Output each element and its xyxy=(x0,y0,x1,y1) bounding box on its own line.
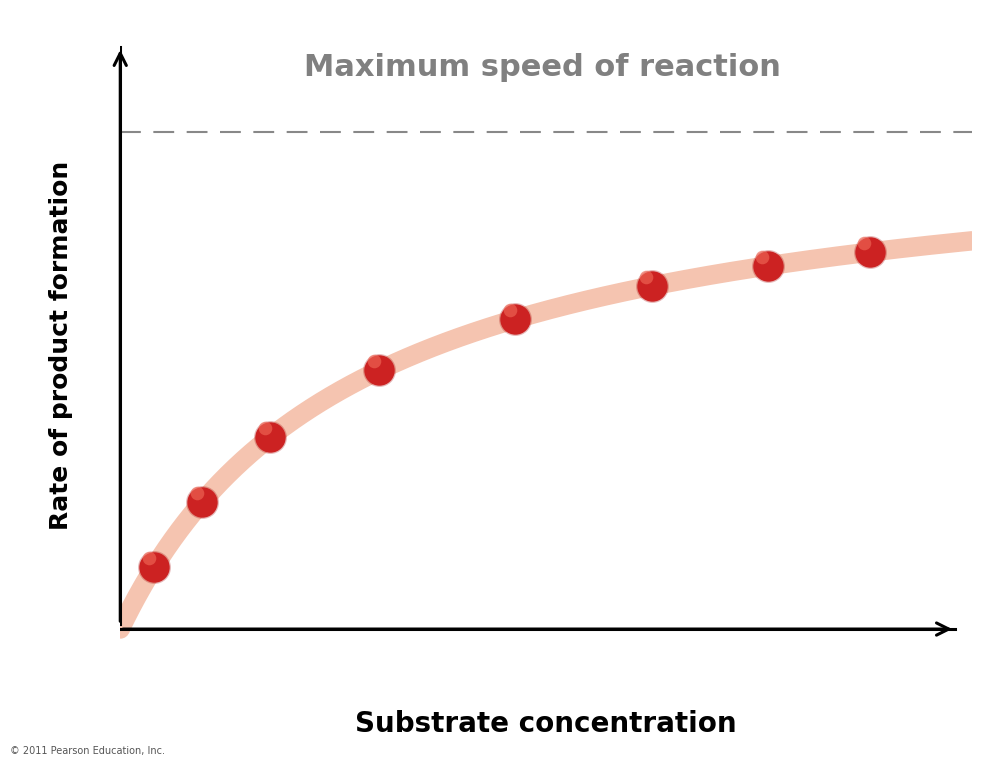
Point xyxy=(862,246,878,258)
Point xyxy=(194,496,210,508)
Point xyxy=(643,280,659,292)
Text: Maximum speed of reaction: Maximum speed of reaction xyxy=(305,53,782,82)
Point xyxy=(638,271,654,283)
Point xyxy=(755,251,771,263)
Point xyxy=(371,364,387,376)
Point xyxy=(507,313,523,325)
Point xyxy=(146,561,162,573)
Point xyxy=(188,487,204,499)
Point xyxy=(257,423,273,435)
Text: © 2011 Pearson Education, Inc.: © 2011 Pearson Education, Inc. xyxy=(10,746,165,756)
Point xyxy=(760,260,776,272)
Point xyxy=(263,431,279,443)
Point xyxy=(194,496,210,508)
Point xyxy=(507,313,523,325)
Point xyxy=(760,260,776,272)
Point xyxy=(366,356,382,368)
Point xyxy=(263,431,279,443)
Point xyxy=(146,561,162,573)
Point xyxy=(502,304,518,316)
Point xyxy=(857,237,873,249)
Point xyxy=(862,246,878,258)
Text: Rate of product formation: Rate of product formation xyxy=(49,161,72,530)
Point xyxy=(371,364,387,376)
Point xyxy=(141,552,157,564)
Text: Substrate concentration: Substrate concentration xyxy=(356,710,736,738)
Point xyxy=(643,280,659,292)
